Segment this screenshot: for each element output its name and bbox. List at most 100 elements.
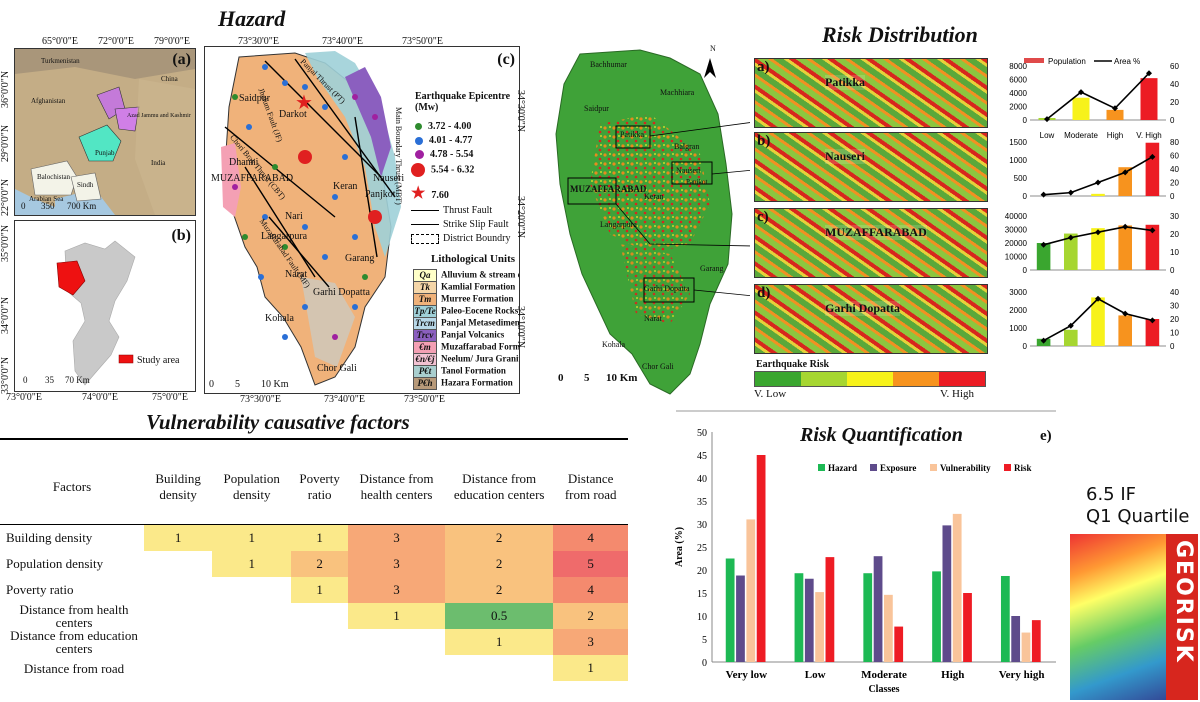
epicentre-legend-row: 4.78 - 5.54 (415, 149, 473, 160)
table-row: Distance from road 1 (0, 655, 628, 681)
journal-cover: GEORISK (1070, 534, 1198, 700)
value-cell: 3 (348, 551, 446, 577)
vulnerability-title: Vulnerability causative factors (146, 410, 410, 434)
value-cell: 2 (291, 551, 349, 577)
chart-legend-swatch (1004, 464, 1011, 471)
mini-xtick: High (1107, 131, 1123, 140)
table-header-cell: Distance from health centers (348, 450, 446, 525)
lith-legend-row: Tm Murree Formation (413, 293, 514, 306)
lith-label: Tanol Formation (441, 365, 506, 376)
value-cell (212, 629, 291, 655)
chart-bar (884, 594, 893, 662)
mini-ytick-right: 40 (1170, 165, 1179, 174)
panel-a-place: Sindh (77, 181, 94, 189)
value-cell: 4 (553, 524, 628, 551)
value-cell: 1 (212, 524, 292, 551)
mini-area-marker (1067, 234, 1074, 241)
value-cell (144, 577, 212, 603)
panel-c-place: Chor Gali (317, 363, 357, 374)
panel-a-place: Azad Jammu and Kashmir (127, 113, 191, 119)
risk-legend-swatch (939, 372, 985, 386)
panel-a-place: Punjab (95, 149, 115, 157)
epicentre-legend-title: Earthquake Epicentre (Mw) (415, 91, 511, 113)
mini-bar (1072, 97, 1090, 120)
mini-bar (1140, 78, 1158, 120)
value-cell (212, 577, 291, 603)
chart-bar (873, 556, 883, 662)
risk-map-place: Chor Gali (642, 362, 674, 371)
risk-map-place: Kohala (602, 340, 626, 349)
panel-b-left-coord: 34°0'0"N (0, 296, 11, 334)
mini-legend-pop-swatch (1024, 58, 1044, 63)
panel-a-top-coord: 79°0'0"E (154, 36, 190, 47)
risk-map-scale: 5 (584, 372, 590, 384)
mini-area-marker (1122, 310, 1129, 317)
panel-c-map-svg: ★ (221, 51, 401, 386)
risk-legend-swatch (893, 372, 939, 386)
mini-ytick-left: 0 (1023, 342, 1028, 351)
chart-xlabel: Classes (868, 684, 899, 695)
risk-map-place: Saidpur (584, 104, 609, 113)
panel-a-scale: 350 (41, 201, 55, 211)
panel-c-bottom-coord: 73°40'0"E (324, 394, 365, 405)
panel-c-fault: Main Boundary Thrust (MBT) (394, 107, 403, 205)
mini-area-line (1043, 156, 1153, 196)
panel-a-left-coord: 22°0'0"N (0, 178, 11, 216)
panel-c-place: Keran (333, 181, 358, 192)
mini-ytick-left: 2000 (1009, 103, 1027, 112)
mini-ytick-right: 40 (1170, 80, 1179, 89)
value-cell: 2 (553, 603, 628, 629)
risk-map-place: Patikka (620, 130, 644, 139)
mini-bar (1145, 142, 1160, 196)
strike-slip-line-icon (411, 224, 439, 226)
mini-ytick-left: 0 (1023, 192, 1028, 201)
panel-b-map-svg (56, 240, 136, 386)
panel-c-place: Garang (345, 253, 375, 264)
panel-a-map: (a) Turkmenistan Afghanistan Punjab Azad… (14, 48, 196, 216)
mini-ytick-right: 60 (1170, 152, 1179, 161)
mini-legend-area: Area % (1114, 58, 1140, 66)
mini-bar (1145, 319, 1160, 346)
value-cell: 3 (348, 524, 446, 551)
inset-name: Garhi Dopatta (825, 301, 900, 316)
panel-b-map: (b) Study area 0 35 70 Km (14, 220, 196, 392)
mini-legend-pop: Population (1048, 58, 1086, 66)
panel-c-top-coord: 73°40'0"E (322, 36, 363, 47)
mini-ytick-right: 0 (1170, 116, 1175, 125)
mini-chart: 0 2000 4000 6000 8000 0 20 40 60 Low Moderate High V… (1009, 58, 1179, 140)
blue-dot-icon (415, 136, 423, 145)
panel-c-scale: 0 (209, 379, 214, 390)
mini-ytick-right: 20 (1170, 230, 1179, 239)
table-row: Building density 1 1 1 3 2 4 (0, 524, 628, 551)
value-cell: 0.5 (445, 603, 554, 629)
mini-area-marker (1067, 189, 1074, 196)
mini-xtick: Low (1040, 131, 1055, 140)
lith-label: Panjal Volcanics (441, 329, 505, 340)
value-cell: 1 (291, 524, 349, 551)
inset-name: MUZAFFARABAD (825, 225, 927, 240)
value-cell: 2 (445, 551, 554, 577)
panel-c-place: MUZAFFARABAD (211, 173, 294, 184)
lith-legend-row: P€t Tanol Formation (413, 365, 506, 378)
value-cell: 1 (291, 577, 349, 603)
mini-ytick-left: 30000 (1005, 226, 1028, 235)
panel-a-scale: 0 (21, 201, 26, 211)
inset-panel: a) Patikka (754, 58, 988, 128)
impact-factor: 6.5 IF (1086, 484, 1137, 505)
risk-map-place: Garang (700, 264, 724, 273)
chart-ytick: 35 (697, 497, 707, 508)
chart-bar (963, 593, 972, 662)
inset-name: Patikka (825, 75, 866, 90)
panel-a-top-coord: 65°0'0"E (42, 36, 78, 47)
panel-a-place: Afghanistan (31, 97, 66, 105)
chart-legend-label: Hazard (828, 463, 857, 473)
value-cell: 3 (553, 629, 628, 655)
mini-ytick-right: 0 (1170, 266, 1175, 275)
vulnerability-rule (0, 438, 628, 440)
mini-ytick-left: 1500 (1009, 138, 1027, 147)
chart-bar (932, 571, 941, 662)
hazard-title: Hazard (218, 6, 286, 31)
panel-b-scale: 70 Km (65, 375, 90, 385)
table-row: Distance from health centers 1 0.5 2 (0, 603, 628, 629)
chart-bar (1031, 620, 1041, 662)
